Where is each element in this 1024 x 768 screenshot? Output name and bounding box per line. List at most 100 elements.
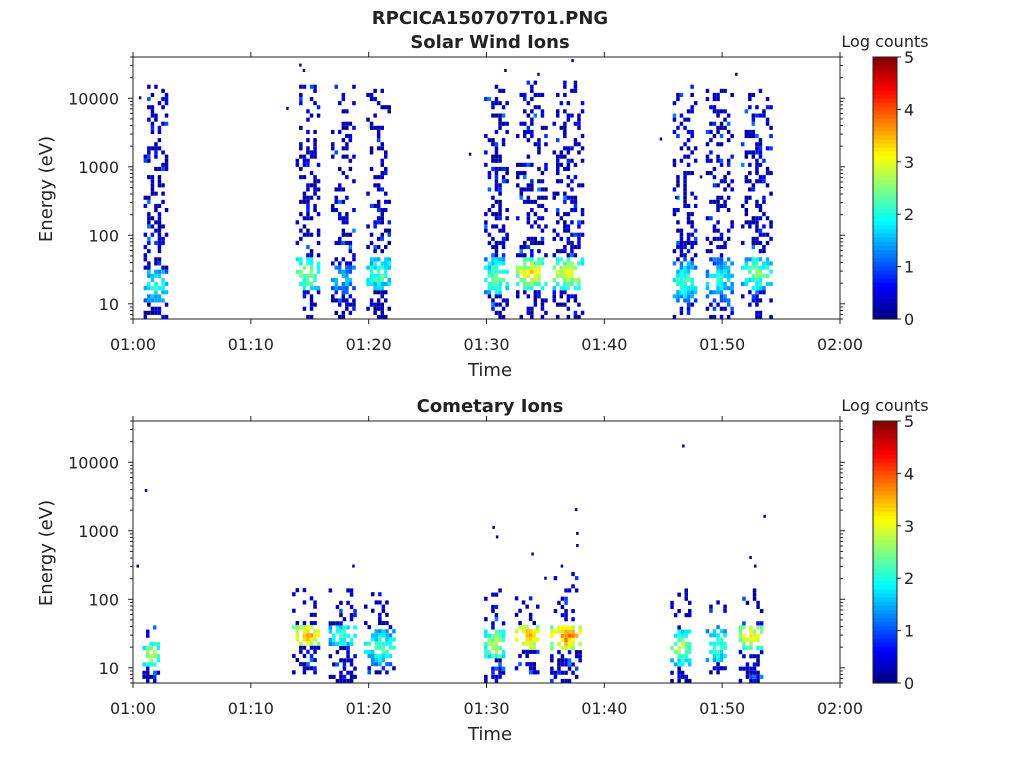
heatmap-cell [563, 269, 567, 274]
heatmap-cell [544, 310, 548, 315]
heatmap-cell [147, 261, 151, 266]
heatmap-cell [147, 273, 151, 278]
heatmap-cell [557, 662, 561, 667]
heatmap-cell [680, 629, 685, 634]
heatmap-cell [751, 117, 756, 122]
heatmap-cell [345, 277, 349, 282]
heatmap-cell [143, 158, 148, 163]
heatmap-cell [719, 121, 724, 126]
heatmap-cell [302, 294, 307, 299]
heatmap-cell [378, 658, 382, 663]
heatmap-cell [712, 658, 717, 663]
heatmap-cell [150, 105, 155, 110]
heatmap-cell [748, 220, 752, 225]
heatmap-cell [484, 596, 488, 601]
heatmap-cell [157, 269, 162, 274]
heatmap-cell [346, 600, 350, 605]
heatmap-cell [563, 261, 567, 266]
heatmap-cell [348, 277, 353, 282]
heatmap-cell [676, 125, 680, 130]
heatmap-cell [683, 282, 687, 287]
heatmap-cell [376, 101, 381, 106]
heatmap-cell [556, 166, 560, 171]
heatmap-cell [556, 113, 560, 118]
heatmap-cell [154, 269, 158, 274]
heatmap-cell [570, 158, 574, 163]
heatmap-cell [519, 171, 523, 176]
heatmap-cell [769, 224, 773, 229]
x-tick-label: 01:20 [346, 699, 392, 718]
heatmap-cells [136, 444, 766, 683]
heatmap-cell [677, 633, 681, 638]
heatmap-cell [705, 658, 710, 663]
heatmap-cell [316, 187, 321, 192]
heatmap-cell [392, 629, 396, 634]
heatmap-cell [341, 269, 346, 274]
heatmap-cell [299, 645, 303, 650]
x-ticks: 01:00 01:10 01:20 01:30 01:40 01:50 02:00 [110, 416, 863, 718]
heatmap-cell [577, 142, 581, 147]
heatmap-cell [712, 290, 717, 295]
heatmap-cell [716, 633, 720, 638]
heatmap-cell [712, 97, 717, 102]
heatmap-cell [560, 625, 565, 630]
heatmap-cell [309, 612, 314, 617]
heatmap-cell [752, 633, 757, 638]
heatmap-cell [306, 277, 310, 282]
heatmap-cell [376, 245, 381, 250]
heatmap-cell [712, 105, 717, 110]
heatmap-cell [526, 286, 531, 291]
heatmap-cell [161, 265, 165, 270]
heatmap-cell [157, 240, 162, 245]
heatmap-cell [758, 232, 763, 237]
heatmap-cell [680, 670, 685, 675]
heatmap-cell [686, 171, 691, 176]
heatmap-cell [146, 674, 150, 679]
heatmap-cell [306, 117, 310, 122]
heatmap-cell [530, 88, 534, 93]
heatmap-cell [484, 265, 488, 270]
heatmap-cell [559, 269, 564, 274]
heatmap-cell [670, 604, 674, 609]
heatmap-cell [501, 88, 506, 93]
heatmap-cell [501, 650, 506, 655]
heatmap-cell [677, 654, 681, 659]
heatmap-cell [494, 183, 499, 188]
heatmap-cell [349, 670, 354, 675]
heatmap-cell [563, 199, 567, 204]
heatmap-cell [338, 265, 342, 270]
heatmap-cell [726, 208, 731, 213]
heatmap-cell [765, 216, 770, 221]
heatmap-cell [683, 277, 687, 282]
heatmap-cell [532, 666, 536, 671]
heatmap-cell [566, 306, 571, 311]
heatmap-cell [313, 604, 317, 609]
heatmap-cell [532, 633, 536, 638]
colorbar-segment [873, 106, 897, 111]
heatmap-cell [686, 306, 691, 311]
heatmap-cell [716, 208, 720, 213]
heatmap-cell [570, 294, 574, 299]
heatmap-cell [730, 261, 734, 266]
heatmap-cell [755, 298, 759, 303]
heatmap-cell [738, 625, 743, 630]
heatmap-cell [346, 678, 350, 683]
heatmap-cell [716, 641, 720, 646]
heatmap-cell [726, 183, 731, 188]
heatmap-cell [380, 261, 384, 266]
heatmap-cell [342, 646, 347, 651]
heatmap-cell [164, 290, 169, 295]
heatmap-cell [161, 150, 165, 155]
heatmap-cell [683, 286, 687, 291]
heatmap-cell [313, 146, 317, 151]
heatmap-cell [150, 310, 155, 315]
heatmap-cell [309, 195, 314, 200]
heatmap-cell [528, 645, 533, 650]
heatmap-cell [716, 637, 720, 642]
heatmap-cell [719, 653, 724, 658]
heatmap-cell [367, 649, 371, 654]
heatmap-cell [385, 641, 389, 646]
heatmap-cell [339, 613, 343, 618]
heatmap-cell [316, 265, 321, 270]
heatmap-cell [335, 629, 340, 634]
